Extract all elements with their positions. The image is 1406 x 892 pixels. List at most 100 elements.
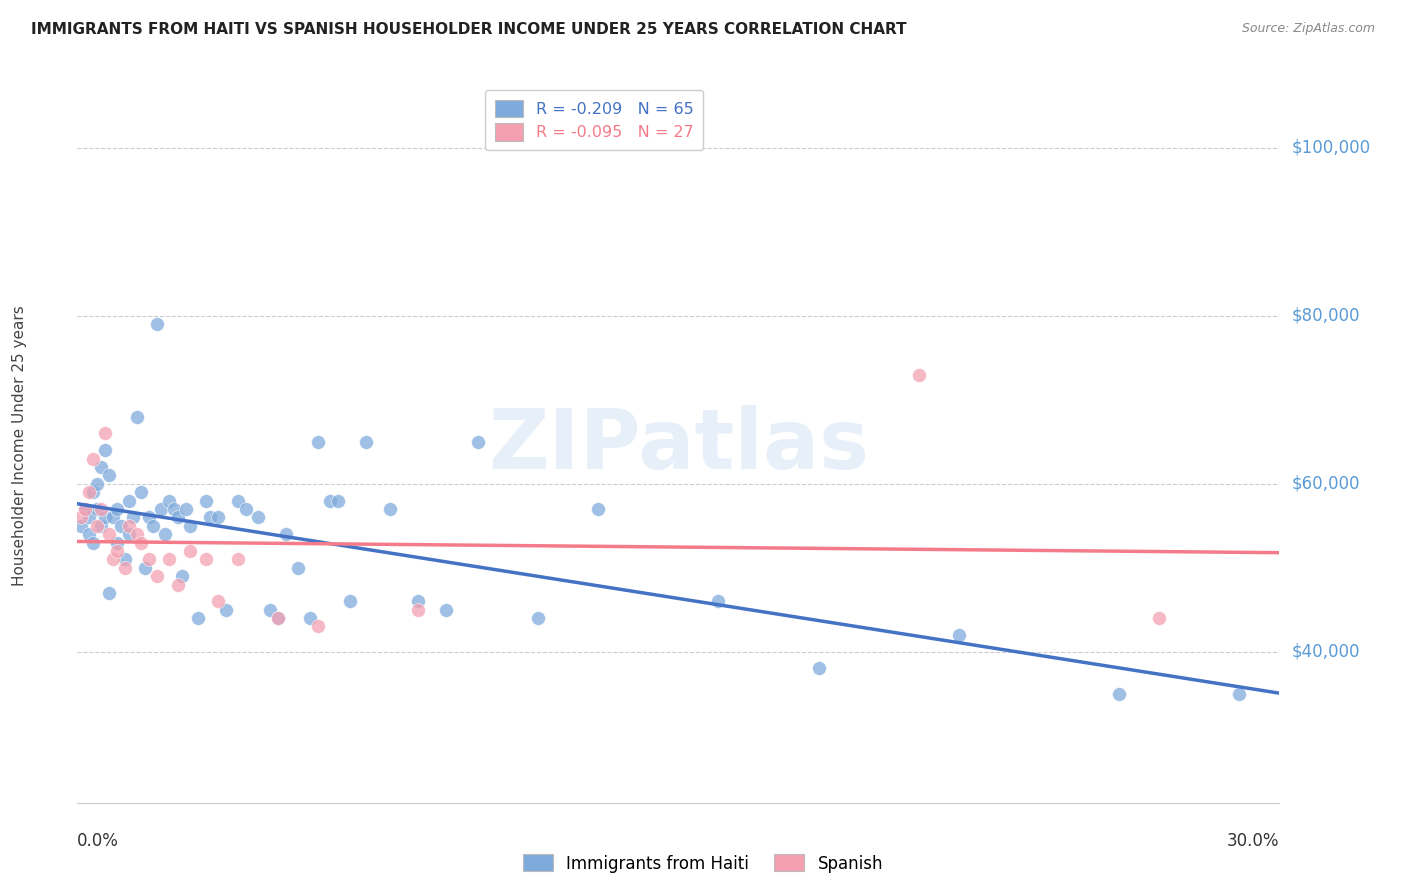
- Point: [179, 544, 201, 558]
- Point: [90, 502, 112, 516]
- Point: [94, 510, 117, 524]
- Point: [166, 510, 188, 524]
- Point: [406, 603, 429, 617]
- Point: [155, 527, 177, 541]
- Point: [114, 560, 136, 574]
- Point: [86, 518, 108, 533]
- Point: [79, 510, 101, 524]
- Point: [1229, 687, 1251, 701]
- Point: [127, 409, 149, 424]
- Text: ZIPatlas: ZIPatlas: [488, 406, 869, 486]
- Point: [259, 603, 281, 617]
- Point: [235, 502, 257, 516]
- Point: [207, 594, 229, 608]
- Point: [146, 569, 169, 583]
- Point: [86, 502, 108, 516]
- Text: Source: ZipAtlas.com: Source: ZipAtlas.com: [1241, 22, 1375, 36]
- Point: [142, 518, 165, 533]
- Point: [70, 510, 93, 524]
- Point: [207, 510, 229, 524]
- Text: IMMIGRANTS FROM HAITI VS SPANISH HOUSEHOLDER INCOME UNDER 25 YEARS CORRELATION C: IMMIGRANTS FROM HAITI VS SPANISH HOUSEHO…: [31, 22, 907, 37]
- Point: [287, 560, 309, 574]
- Point: [434, 603, 457, 617]
- Point: [807, 661, 830, 675]
- Point: [79, 485, 101, 500]
- Text: 30.0%: 30.0%: [1227, 832, 1279, 850]
- Point: [194, 552, 217, 566]
- Point: [75, 502, 97, 516]
- Point: [1149, 611, 1171, 625]
- Point: [948, 628, 970, 642]
- Point: [98, 468, 121, 483]
- Point: [138, 510, 160, 524]
- Legend: R = -0.209   N = 65, R = -0.095   N = 27: R = -0.209 N = 65, R = -0.095 N = 27: [485, 90, 703, 151]
- Text: 0.0%: 0.0%: [77, 832, 120, 850]
- Point: [103, 510, 125, 524]
- Legend: Immigrants from Haiti, Spanish: Immigrants from Haiti, Spanish: [516, 847, 890, 880]
- Point: [94, 443, 117, 458]
- Text: $100,000: $100,000: [1292, 139, 1371, 157]
- Point: [82, 451, 104, 466]
- Point: [98, 586, 121, 600]
- Point: [307, 434, 329, 449]
- Point: [90, 518, 112, 533]
- Text: $80,000: $80,000: [1292, 307, 1360, 325]
- Point: [214, 603, 236, 617]
- Point: [82, 535, 104, 549]
- Point: [98, 527, 121, 541]
- Point: [588, 502, 610, 516]
- Point: [162, 502, 184, 516]
- Point: [226, 552, 249, 566]
- Point: [246, 510, 269, 524]
- Point: [527, 611, 550, 625]
- Text: $60,000: $60,000: [1292, 475, 1360, 492]
- Point: [179, 518, 201, 533]
- Point: [226, 493, 249, 508]
- Point: [134, 560, 156, 574]
- Point: [186, 611, 209, 625]
- Point: [267, 611, 290, 625]
- Point: [467, 434, 489, 449]
- Point: [326, 493, 349, 508]
- Point: [79, 527, 101, 541]
- Point: [307, 619, 329, 633]
- Point: [194, 493, 217, 508]
- Point: [86, 476, 108, 491]
- Point: [107, 502, 129, 516]
- Point: [1108, 687, 1130, 701]
- Point: [118, 493, 141, 508]
- Point: [166, 577, 188, 591]
- Point: [354, 434, 377, 449]
- Point: [131, 485, 153, 500]
- Point: [170, 569, 193, 583]
- Point: [138, 552, 160, 566]
- Point: [174, 502, 197, 516]
- Point: [274, 527, 297, 541]
- Point: [339, 594, 361, 608]
- Point: [378, 502, 401, 516]
- Point: [707, 594, 730, 608]
- Point: [82, 485, 104, 500]
- Point: [298, 611, 321, 625]
- Point: [118, 518, 141, 533]
- Point: [319, 493, 342, 508]
- Point: [159, 552, 181, 566]
- Point: [131, 535, 153, 549]
- Point: [127, 527, 149, 541]
- Point: [114, 552, 136, 566]
- Point: [90, 460, 112, 475]
- Point: [110, 518, 132, 533]
- Point: [198, 510, 221, 524]
- Point: [107, 535, 129, 549]
- Point: [267, 611, 290, 625]
- Point: [406, 594, 429, 608]
- Text: $40,000: $40,000: [1292, 642, 1360, 661]
- Point: [908, 368, 931, 382]
- Point: [75, 502, 97, 516]
- Point: [122, 510, 145, 524]
- Point: [118, 527, 141, 541]
- Text: Householder Income Under 25 years: Householder Income Under 25 years: [13, 306, 27, 586]
- Point: [146, 318, 169, 332]
- Point: [103, 552, 125, 566]
- Point: [159, 493, 181, 508]
